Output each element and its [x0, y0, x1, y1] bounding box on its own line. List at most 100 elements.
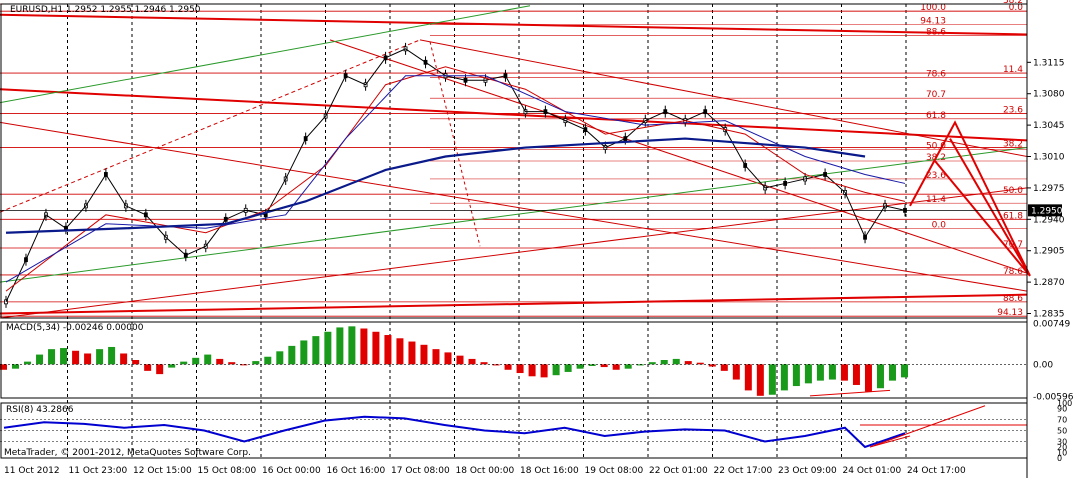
macd-bar [864, 364, 872, 392]
macd-bar [420, 344, 428, 365]
fib-lower-label: 23.6 [926, 171, 946, 181]
trend-line [0, 5, 531, 104]
macd-bar [252, 361, 260, 365]
macd-bar [840, 364, 848, 381]
price-tick-label: 1.2870 [1033, 278, 1065, 288]
macd-bar [684, 361, 692, 365]
macd-bar [312, 336, 320, 365]
macd-bar [504, 364, 512, 370]
macd-bar [756, 364, 764, 396]
macd-bar [72, 350, 80, 365]
macd-bar [288, 345, 296, 365]
macd-divergence-line [809, 389, 891, 397]
fib-level-label: 88.6 [1003, 294, 1023, 304]
fib-level-label: 61.8 [1003, 211, 1023, 221]
trend-line [0, 88, 1028, 142]
macd-bar [84, 353, 92, 365]
rsi-trend-line [869, 435, 911, 448]
time-axis-label: 16 Oct 16:00 [327, 466, 386, 476]
macd-bar [108, 346, 116, 365]
macd-tick-label: 0.00749 [1033, 320, 1070, 330]
time-axis-label: 12 Oct 15:00 [133, 466, 192, 476]
price-tick-label: 1.3115 [1033, 58, 1065, 68]
macd-bar [228, 362, 236, 365]
fib-upper-label: 70.7 [926, 90, 946, 100]
time-axis-label: 18 Oct 00:00 [456, 466, 515, 476]
macd-bar [276, 351, 284, 365]
macd-bar [648, 362, 656, 365]
macd-bar [552, 364, 560, 376]
macd-bar [264, 356, 272, 365]
rsi-tick-label: 30 [1057, 438, 1067, 447]
macd-bar [144, 364, 152, 371]
time-axis-label: 16 Oct 00:00 [262, 466, 321, 476]
macd-tick-label: 0.00 [1033, 360, 1053, 370]
macd-bar [901, 364, 908, 378]
rsi-tick-label: 70 [1057, 416, 1067, 425]
fib-level-label: 0.0 [1009, 3, 1024, 13]
macd-bar [852, 364, 860, 385]
fib-lower-label: 11.4 [926, 195, 946, 205]
rsi-trend-line [869, 405, 986, 448]
macd-bar [0, 364, 7, 370]
trend-line [329, 39, 1028, 274]
time-axis-label: 23 Oct 09:00 [778, 466, 837, 476]
macd-bar [216, 358, 224, 365]
rsi-label: RSI(8) 43.2866 [6, 405, 74, 415]
macd-bar [588, 364, 596, 366]
macd-bar [120, 353, 128, 365]
macd-bar [816, 364, 824, 381]
axes: 11 Oct 2012 11 Oct 23:00 12 Oct 15:00 15 Oc… [0, 0, 1074, 478]
macd-bar [408, 341, 416, 365]
rsi-panel [0, 405, 1027, 449]
macd-bar [384, 335, 392, 365]
macd-bar [744, 364, 752, 391]
macd-bar [492, 364, 500, 366]
time-axis-label: 19 Oct 08:00 [585, 466, 644, 476]
macd-bar [204, 354, 212, 365]
macd-bar [624, 364, 632, 369]
macd-bar [792, 364, 800, 387]
trend-line [419, 39, 1028, 158]
macd-bar [888, 364, 896, 381]
macd-bar [456, 355, 464, 365]
macd-bar [732, 364, 740, 380]
trend-line [0, 121, 1028, 292]
moving-average-line [5, 66, 906, 292]
macd-bar [720, 364, 728, 371]
copyright-text: MetaTrader, © 2001-2012, MetaQuotes Soft… [4, 448, 251, 458]
instrument-header: EURUSD,H1 1.2952 1.2955 1.2946 1.2950 [10, 5, 201, 15]
trend-line [0, 293, 1028, 315]
rsi-tick-label: 10 [1057, 449, 1067, 458]
macd-bar [696, 362, 704, 365]
time-axis-label: 22 Oct 17:00 [714, 466, 773, 476]
fib-lower-label: 50.0 [926, 141, 946, 151]
macd-bar [708, 364, 716, 367]
macd-bar [24, 361, 32, 365]
price-tick-label: 1.2940 [1033, 215, 1065, 225]
time-axis-label: 18 Oct 16:00 [520, 466, 579, 476]
rsi-tick-label: 100 [1057, 399, 1072, 408]
rsi-tick-label: 20 [1057, 443, 1067, 452]
fib-upper-label: 78.6 [926, 70, 946, 80]
current-price-box [1028, 204, 1062, 217]
analysis-drawings: 38.20.011.423.638.250.061.870.778.688.69… [0, 0, 1031, 319]
macd-bar [192, 357, 200, 365]
macd-bar [444, 352, 452, 365]
price-series [0, 42, 1027, 308]
fib-level-label: 11.4 [1003, 65, 1023, 75]
price-tick-label: 1.2975 [1033, 184, 1065, 194]
price-tick-label: 1.3010 [1033, 153, 1065, 163]
fib-level-label: 38.2 [1003, 0, 1023, 6]
time-axis-label: 24 Oct 01:00 [843, 466, 902, 476]
macd-bar [432, 349, 440, 365]
macd-bar [348, 326, 356, 365]
macd-bar [600, 364, 608, 368]
fib-level-label: 23.6 [1003, 105, 1023, 115]
macd-label: MACD(5,34) -0.00246 0.00000 [6, 323, 144, 333]
macd-bar [132, 360, 140, 365]
price-tick-label: 1.3080 [1033, 90, 1065, 100]
fib-upper-label: 100.0 [920, 3, 946, 13]
dashed-trend-line [429, 41, 481, 247]
macd-bar [372, 331, 380, 365]
